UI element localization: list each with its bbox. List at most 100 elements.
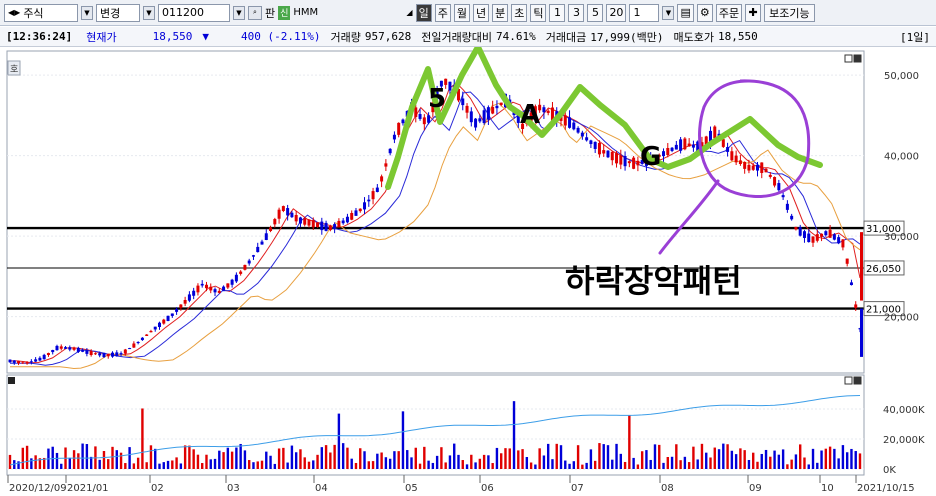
candle-body [388,148,392,154]
order-button[interactable]: 주문 [715,3,743,22]
x-tick-label: 02 [151,483,164,494]
candle-body [38,357,42,361]
price-chart[interactable]: 31,000 26,050 21,000 50,000 40,000 30,000 20,… [0,47,936,496]
volume-bar [717,449,721,469]
period-minute-button[interactable]: 분 [492,3,509,22]
volume-bar [709,457,712,469]
change-value: 400 (-2.11%) [240,30,321,43]
candle-body [136,342,140,344]
candle-body [217,290,221,293]
candle-body [435,91,439,100]
volume-bar [423,446,426,469]
plus-icon[interactable]: ✚ [745,3,762,22]
volume-bar [500,453,503,469]
pane-maximize-icon[interactable] [844,54,862,63]
volume-bar [807,464,810,469]
period-week-button[interactable]: 주 [434,3,451,22]
candle-body [593,141,597,149]
volume-bar [781,449,785,469]
candle-body [380,176,384,182]
candle-body [738,160,742,165]
interval-20-button[interactable]: 20 [606,3,627,22]
candle-body [456,88,460,101]
volume-pane-icon [8,377,15,384]
search-icon[interactable]: ⌕ [248,5,262,20]
candle-body [192,290,196,296]
volume-bar [209,459,212,469]
save-icon[interactable]: ▤ [677,3,694,22]
candle-body [247,260,251,264]
period-tick-button[interactable]: 틱 [530,3,547,22]
volume-bar [769,456,772,469]
interval-1-button[interactable]: 1 [549,3,566,22]
volume-pane-maximize-icon[interactable] [844,376,862,385]
volume-bar [68,457,71,469]
interval-5-button[interactable]: 5 [587,3,604,22]
stock-name: HMM [293,7,319,18]
volume-bar [401,411,405,469]
volume-bar [265,451,268,469]
volume-bar [303,457,306,469]
volume-bar [679,460,682,469]
candle-body [204,284,208,289]
candle-body [98,353,102,356]
candle-body [17,361,21,364]
volume-bar [13,460,16,469]
chevron-down-icon[interactable]: ▼ [81,5,93,20]
chevron-down-icon[interactable]: ▼ [233,5,245,20]
chevron-down-icon[interactable]: ▼ [143,5,155,20]
assist-button[interactable]: 보조기능 [764,3,815,22]
candle-body [226,283,230,288]
volume-bar [418,463,422,469]
market-select[interactable]: ◀▶ 주식 [4,3,78,22]
candle-body [439,80,443,87]
candle-body [115,352,119,357]
line-price-label: 31,000 [866,224,901,235]
volume-bar [645,450,648,469]
candle-body [743,161,747,169]
gear-icon[interactable]: ⚙ [696,3,713,22]
volume-bar [406,450,409,469]
change-select[interactable]: 변경 [96,3,140,22]
candle-body [768,174,772,177]
interval-3-button[interactable]: 3 [568,3,585,22]
candle-body [29,361,33,363]
volume-bar [316,454,319,469]
chevron-down-icon[interactable]: ▼ [662,5,675,20]
volume-bar [448,455,452,469]
volume-bar [777,454,781,469]
candle-body [51,349,55,353]
count-input[interactable]: 1 [629,3,660,22]
volume-bar [183,445,187,469]
volume-bar [17,461,20,469]
candle-body [102,352,106,358]
quote-bar: [12:36:24] 현재가 18,550 ▼ 400 (-2.11%) 거래량… [0,27,936,47]
period-year-button[interactable]: 년 [472,3,490,22]
volume-bar [764,449,768,469]
candle-body [730,151,734,161]
candle-body [495,105,499,109]
candle-body [354,210,358,216]
candle-body [444,78,448,85]
period-month-button[interactable]: 월 [453,3,470,22]
candle-body [418,114,422,119]
candle-body [345,216,349,223]
period-day-button[interactable]: 일 [415,3,432,22]
volume-bar [243,450,247,469]
code-input[interactable]: 011200 [158,3,230,22]
candle-body [358,208,362,212]
candle-body [461,98,465,106]
candle-body [734,155,738,163]
candle-body [230,279,234,285]
volume-bar [414,447,417,469]
volume-bar [337,413,341,469]
candle-body [610,151,614,161]
period-second-button[interactable]: 초 [511,3,528,22]
volume-bar [230,451,234,469]
volume-bar [329,452,332,469]
candle-body [589,140,593,145]
volume-bar [427,460,430,469]
candle-body [486,107,490,120]
volume-bar [705,452,708,469]
volume-bar [38,458,42,469]
